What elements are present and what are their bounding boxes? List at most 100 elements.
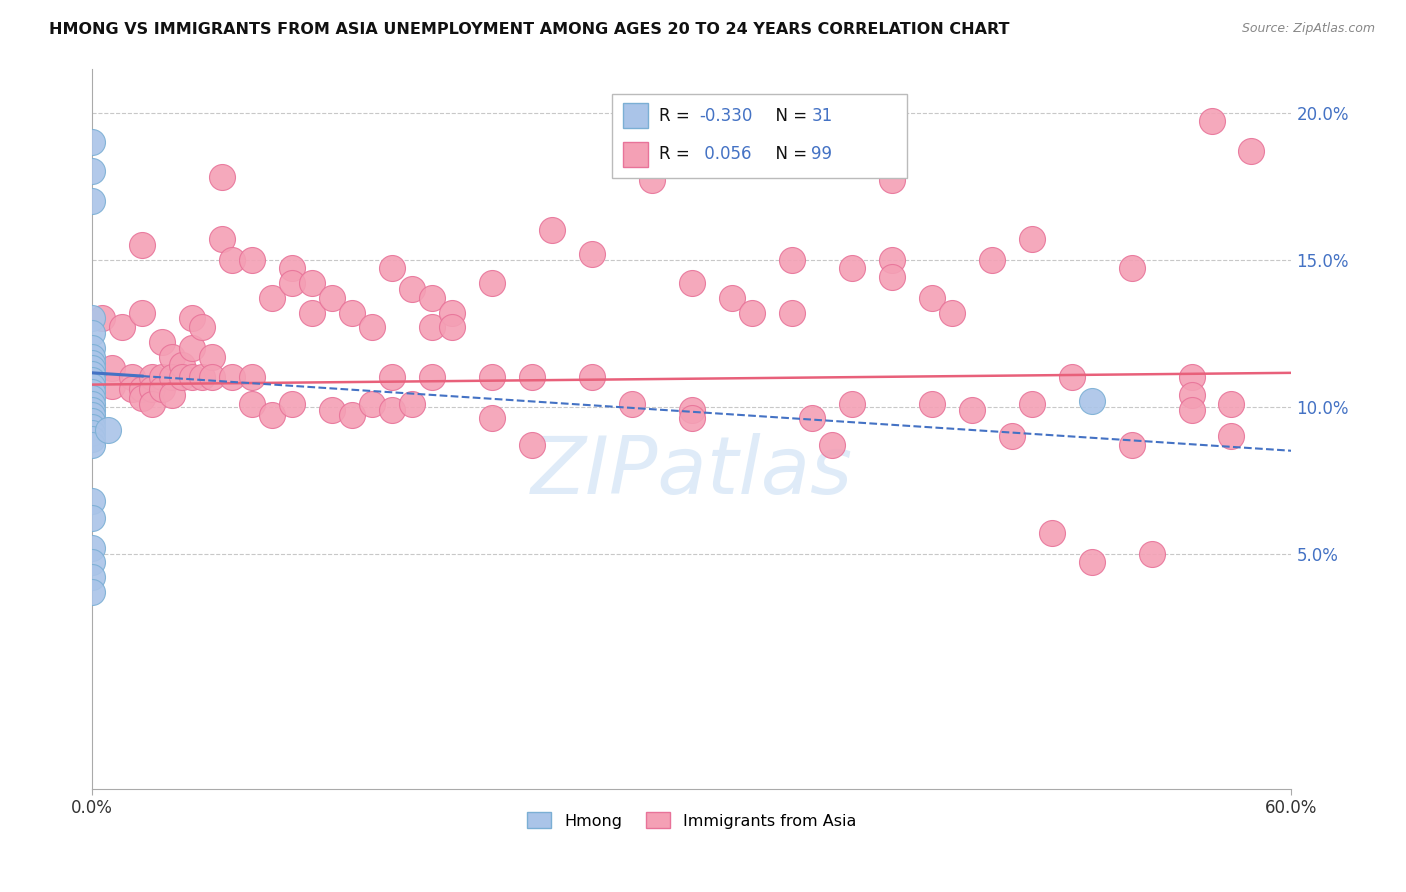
Point	[141, 370, 163, 384]
Point	[101, 379, 124, 393]
Point	[141, 382, 163, 396]
Point	[82, 194, 104, 208]
Point	[800, 411, 823, 425]
Point	[741, 305, 763, 319]
Point	[240, 397, 263, 411]
Point	[681, 276, 703, 290]
Point	[1021, 397, 1043, 411]
Point	[281, 276, 304, 290]
Point	[381, 402, 404, 417]
Point	[131, 391, 153, 405]
Point	[481, 370, 503, 384]
Point	[301, 305, 323, 319]
Point	[620, 397, 643, 411]
Point	[82, 350, 104, 364]
Point	[1080, 393, 1102, 408]
Point	[361, 397, 384, 411]
Point	[880, 173, 903, 187]
Point	[221, 370, 243, 384]
Point	[201, 350, 224, 364]
Text: R =: R =	[659, 107, 696, 125]
Point	[541, 223, 564, 237]
Text: 99: 99	[811, 145, 832, 163]
Point	[262, 291, 284, 305]
Point	[1040, 526, 1063, 541]
Point	[91, 311, 114, 326]
Point	[821, 438, 844, 452]
Text: N =: N =	[765, 145, 813, 163]
Point	[191, 370, 214, 384]
Text: N =: N =	[765, 107, 813, 125]
Point	[681, 402, 703, 417]
Point	[82, 414, 104, 428]
Point	[921, 397, 943, 411]
Point	[82, 420, 104, 434]
Point	[401, 282, 423, 296]
Point	[82, 402, 104, 417]
Point	[1220, 397, 1243, 411]
Point	[340, 409, 363, 423]
Point	[82, 556, 104, 570]
Point	[82, 409, 104, 423]
Point	[82, 326, 104, 340]
Point	[1060, 370, 1083, 384]
Point	[111, 320, 134, 334]
Point	[340, 305, 363, 319]
Text: R =: R =	[659, 145, 696, 163]
Point	[581, 370, 603, 384]
Point	[82, 135, 104, 149]
Point	[82, 493, 104, 508]
Point	[82, 361, 104, 376]
Point	[82, 164, 104, 178]
Point	[97, 423, 120, 437]
Point	[281, 261, 304, 276]
Point	[1201, 114, 1223, 128]
Point	[420, 370, 443, 384]
Point	[160, 350, 183, 364]
Point	[581, 246, 603, 260]
Point	[181, 341, 204, 355]
Point	[82, 397, 104, 411]
Point	[82, 438, 104, 452]
Point	[321, 402, 343, 417]
Point	[440, 320, 463, 334]
Point	[181, 311, 204, 326]
Point	[82, 541, 104, 555]
Point	[82, 570, 104, 584]
Point	[82, 311, 104, 326]
Point	[150, 382, 173, 396]
Point	[420, 320, 443, 334]
Point	[82, 426, 104, 441]
Point	[82, 355, 104, 369]
Text: ZIPatlas: ZIPatlas	[530, 433, 853, 511]
Point	[82, 368, 104, 382]
Point	[1140, 547, 1163, 561]
Text: 31: 31	[811, 107, 832, 125]
Point	[1180, 388, 1202, 402]
Point	[980, 252, 1002, 267]
Point	[82, 341, 104, 355]
Point	[211, 170, 233, 185]
Point	[121, 382, 143, 396]
Text: 0.056: 0.056	[699, 145, 751, 163]
Point	[172, 370, 194, 384]
Point	[440, 305, 463, 319]
Legend: Hmong, Immigrants from Asia: Hmong, Immigrants from Asia	[522, 805, 863, 835]
Point	[1080, 556, 1102, 570]
Point	[1220, 429, 1243, 443]
Point	[780, 305, 803, 319]
Point	[1121, 438, 1143, 452]
Point	[281, 397, 304, 411]
Point	[82, 585, 104, 599]
Point	[82, 511, 104, 525]
Point	[941, 305, 963, 319]
Point	[641, 173, 664, 187]
Point	[82, 384, 104, 399]
Point	[841, 397, 863, 411]
Point	[520, 438, 543, 452]
Point	[841, 261, 863, 276]
Point	[150, 370, 173, 384]
Point	[191, 320, 214, 334]
Point	[960, 402, 983, 417]
Point	[1001, 429, 1024, 443]
